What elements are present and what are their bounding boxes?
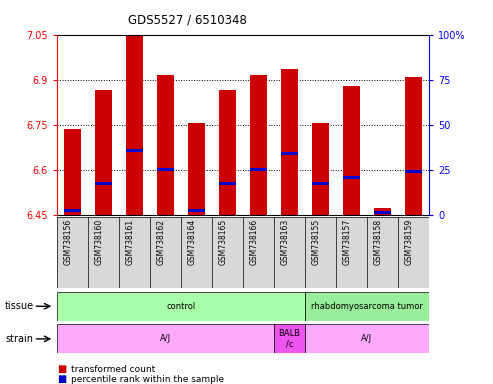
Bar [374,207,391,215]
Bar [305,324,429,353]
Bar [305,292,429,321]
Bar [126,149,143,152]
Bar [343,86,360,215]
Text: GSM738158: GSM738158 [373,219,383,265]
Bar [188,209,205,212]
Bar [405,170,422,173]
Text: transformed count: transformed count [71,365,156,374]
Text: tissue: tissue [5,301,34,311]
Bar [374,210,391,214]
Bar [64,129,81,215]
Text: control: control [166,302,195,311]
Bar [219,90,236,215]
Text: A/J: A/J [361,334,372,343]
Text: GDS5527 / 6510348: GDS5527 / 6510348 [128,14,246,27]
Text: GSM738165: GSM738165 [218,219,227,265]
Bar [157,75,174,215]
Bar [95,182,112,185]
Bar [188,123,205,215]
Bar [281,152,298,155]
Bar [312,182,329,185]
Text: GSM738160: GSM738160 [94,219,103,265]
Text: BALB
/c: BALB /c [278,329,300,349]
Bar [312,123,329,215]
Bar [57,324,274,353]
Bar [219,182,236,185]
Text: GSM738156: GSM738156 [63,219,72,265]
Text: ■: ■ [57,364,66,374]
Text: GSM738162: GSM738162 [156,219,165,265]
Text: strain: strain [5,334,33,344]
Bar [95,90,112,215]
Text: percentile rank within the sample: percentile rank within the sample [71,375,225,384]
Text: A/J: A/J [160,334,171,343]
Text: GSM738157: GSM738157 [342,219,352,265]
Bar [274,324,305,353]
Bar [281,69,298,215]
Text: GSM738166: GSM738166 [249,219,258,265]
Text: ■: ■ [57,374,66,384]
Bar [57,292,305,321]
Text: GSM738161: GSM738161 [125,219,134,265]
Bar [250,169,267,171]
Bar [157,169,174,171]
Text: GSM738155: GSM738155 [312,219,320,265]
Text: rhabdomyosarcoma tumor: rhabdomyosarcoma tumor [311,302,423,311]
Bar [126,35,143,215]
Bar [405,77,422,215]
Text: GSM738164: GSM738164 [187,219,196,265]
Text: GSM738159: GSM738159 [404,219,414,265]
Bar [64,209,81,212]
Text: GSM738163: GSM738163 [281,219,289,265]
Bar [250,75,267,215]
Bar [343,176,360,179]
